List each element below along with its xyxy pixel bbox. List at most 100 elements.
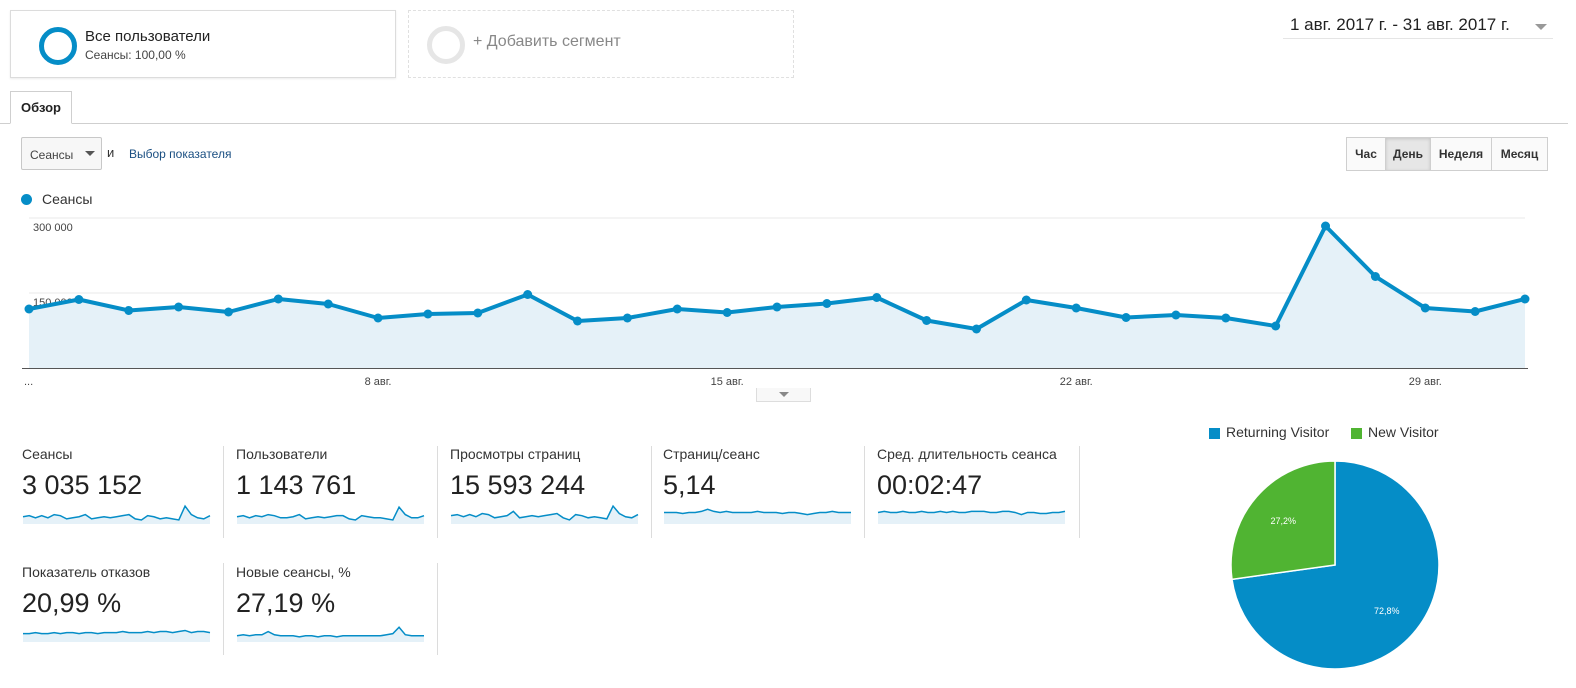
visitor-type-pie-chart[interactable]: 72,8% 27,2% [1228, 458, 1442, 672]
scorecard-value: 3 035 152 [22, 470, 143, 500]
data-point [24, 304, 34, 314]
add-segment-label: + Добавить сегмент [473, 33, 621, 50]
data-point [323, 299, 333, 309]
add-segment-button[interactable]: + Добавить сегмент [408, 10, 794, 78]
series-area [29, 226, 1525, 368]
scorecard[interactable]: Показатель отказов 20,99 % [22, 564, 236, 669]
scorecard-sparkline [236, 505, 425, 524]
sparkline-area [23, 630, 210, 642]
tab-bar-divider [0, 123, 1568, 124]
data-point [822, 299, 832, 308]
granularity-month-button[interactable]: Месяц [1491, 137, 1548, 171]
granularity-week-button[interactable]: Неделя [1430, 137, 1492, 171]
scorecard-sparkline [236, 626, 424, 642]
choose-metric-link[interactable]: Выбор показателя [129, 147, 232, 161]
metric-select-value: Сеансы [30, 148, 74, 162]
scorecard-divider [864, 446, 865, 538]
data-point [423, 309, 433, 319]
scorecard-divider [437, 563, 438, 655]
series-legend-label[interactable]: Сеансы [42, 191, 93, 207]
scorecard-sparkline [22, 504, 211, 524]
x-tick-label: 29 авг. [1409, 376, 1442, 388]
scorecard-title: Показатель отказов [22, 564, 151, 580]
data-point [124, 306, 134, 315]
sparkline-line [23, 629, 211, 635]
data-point [1221, 313, 1231, 323]
sparkline-line [236, 505, 425, 521]
granularity-day-button[interactable]: День [1385, 137, 1431, 171]
data-point [1420, 303, 1430, 313]
data-point [523, 290, 533, 299]
segment-card-all-users[interactable]: Все пользователи Сеансы: 100,00 % [10, 10, 396, 78]
data-point [672, 304, 682, 314]
legend-swatch-new [1351, 428, 1362, 439]
sparkline-area [23, 506, 210, 524]
scorecard-divider [223, 446, 224, 538]
scorecard-value: 00:02:47 [877, 470, 983, 500]
data-point [1520, 294, 1530, 304]
scorecard[interactable]: Новые сеансы, % 27,19 % [236, 564, 450, 669]
tab-overview[interactable]: Обзор [10, 91, 72, 124]
segment-ring-icon [39, 27, 77, 65]
scorecard-value: 5,14 [663, 470, 716, 500]
data-point [922, 316, 932, 325]
scorecard-sparkline [664, 508, 851, 524]
scorecard[interactable]: Страниц/сеанс 5,14 [663, 446, 877, 551]
data-point [772, 302, 782, 312]
date-range-picker[interactable]: 1 авг. 2017 г. - 31 авг. 2017 г. [1283, 8, 1553, 39]
scorecard-sparkline [450, 504, 639, 524]
scorecard-title: Пользователи [236, 446, 328, 462]
data-point [573, 316, 583, 326]
metric-select[interactable]: Сеансы [21, 137, 102, 170]
x-tick-label: 8 авг. [365, 376, 392, 388]
data-point [872, 293, 882, 302]
scorecard[interactable]: Просмотры страниц 15 593 244 [450, 446, 664, 551]
scorecard-title: Страниц/сеанс [663, 446, 760, 462]
and-label: и [107, 145, 115, 160]
scorecard-divider [437, 446, 438, 538]
data-point [273, 294, 283, 304]
scorecard-title: Новые сеансы, % [236, 564, 351, 580]
data-point [473, 308, 483, 318]
data-point [622, 313, 632, 323]
data-point [722, 308, 732, 317]
chevron-down-icon [779, 392, 789, 397]
sparkline-area [237, 627, 424, 642]
scorecard-value: 15 593 244 [450, 470, 586, 500]
sparkline-line [236, 626, 424, 638]
data-point [223, 307, 233, 317]
scorecard[interactable]: Пользователи 1 143 761 [236, 446, 450, 551]
x-tick-label: 15 авг. [711, 376, 744, 388]
collapse-chart-toggle[interactable] [756, 388, 811, 402]
scorecard[interactable]: Сред. длительность сеанса 00:02:47 [877, 446, 1091, 551]
legend-label-returning: Returning Visitor [1226, 424, 1330, 440]
data-point [74, 295, 84, 304]
sparkline-line [877, 510, 1066, 516]
data-point [1021, 295, 1031, 305]
scorecard-title: Сеансы [22, 446, 73, 462]
granularity-hour-button[interactable]: Час [1346, 137, 1386, 171]
data-point [1321, 221, 1331, 231]
pie-slice [1230, 460, 1336, 581]
date-range-text: 1 авг. 2017 г. - 31 авг. 2017 г. [1290, 15, 1510, 34]
data-point [174, 302, 184, 312]
data-point [1171, 310, 1181, 320]
data-point [1071, 303, 1081, 313]
sparkline-area [878, 511, 1065, 524]
scorecard-sparkline [23, 629, 211, 642]
pie-slice-label: 72,8% [1374, 606, 1400, 616]
x-tick-label: 22 авг. [1060, 376, 1093, 388]
sparkline-line [22, 504, 211, 521]
scorecard-divider [223, 563, 224, 655]
x-tick-label: ... [24, 376, 33, 388]
chevron-down-icon [1535, 24, 1547, 30]
scorecard-sparkline [877, 510, 1066, 524]
data-point [1470, 307, 1480, 316]
data-point [1370, 272, 1380, 281]
scorecard[interactable]: Сеансы 3 035 152 [22, 446, 236, 551]
sparkline-area [451, 506, 638, 524]
scorecard-divider [1079, 446, 1080, 538]
series-legend-marker [21, 194, 32, 205]
legend-swatch-returning [1209, 428, 1220, 439]
